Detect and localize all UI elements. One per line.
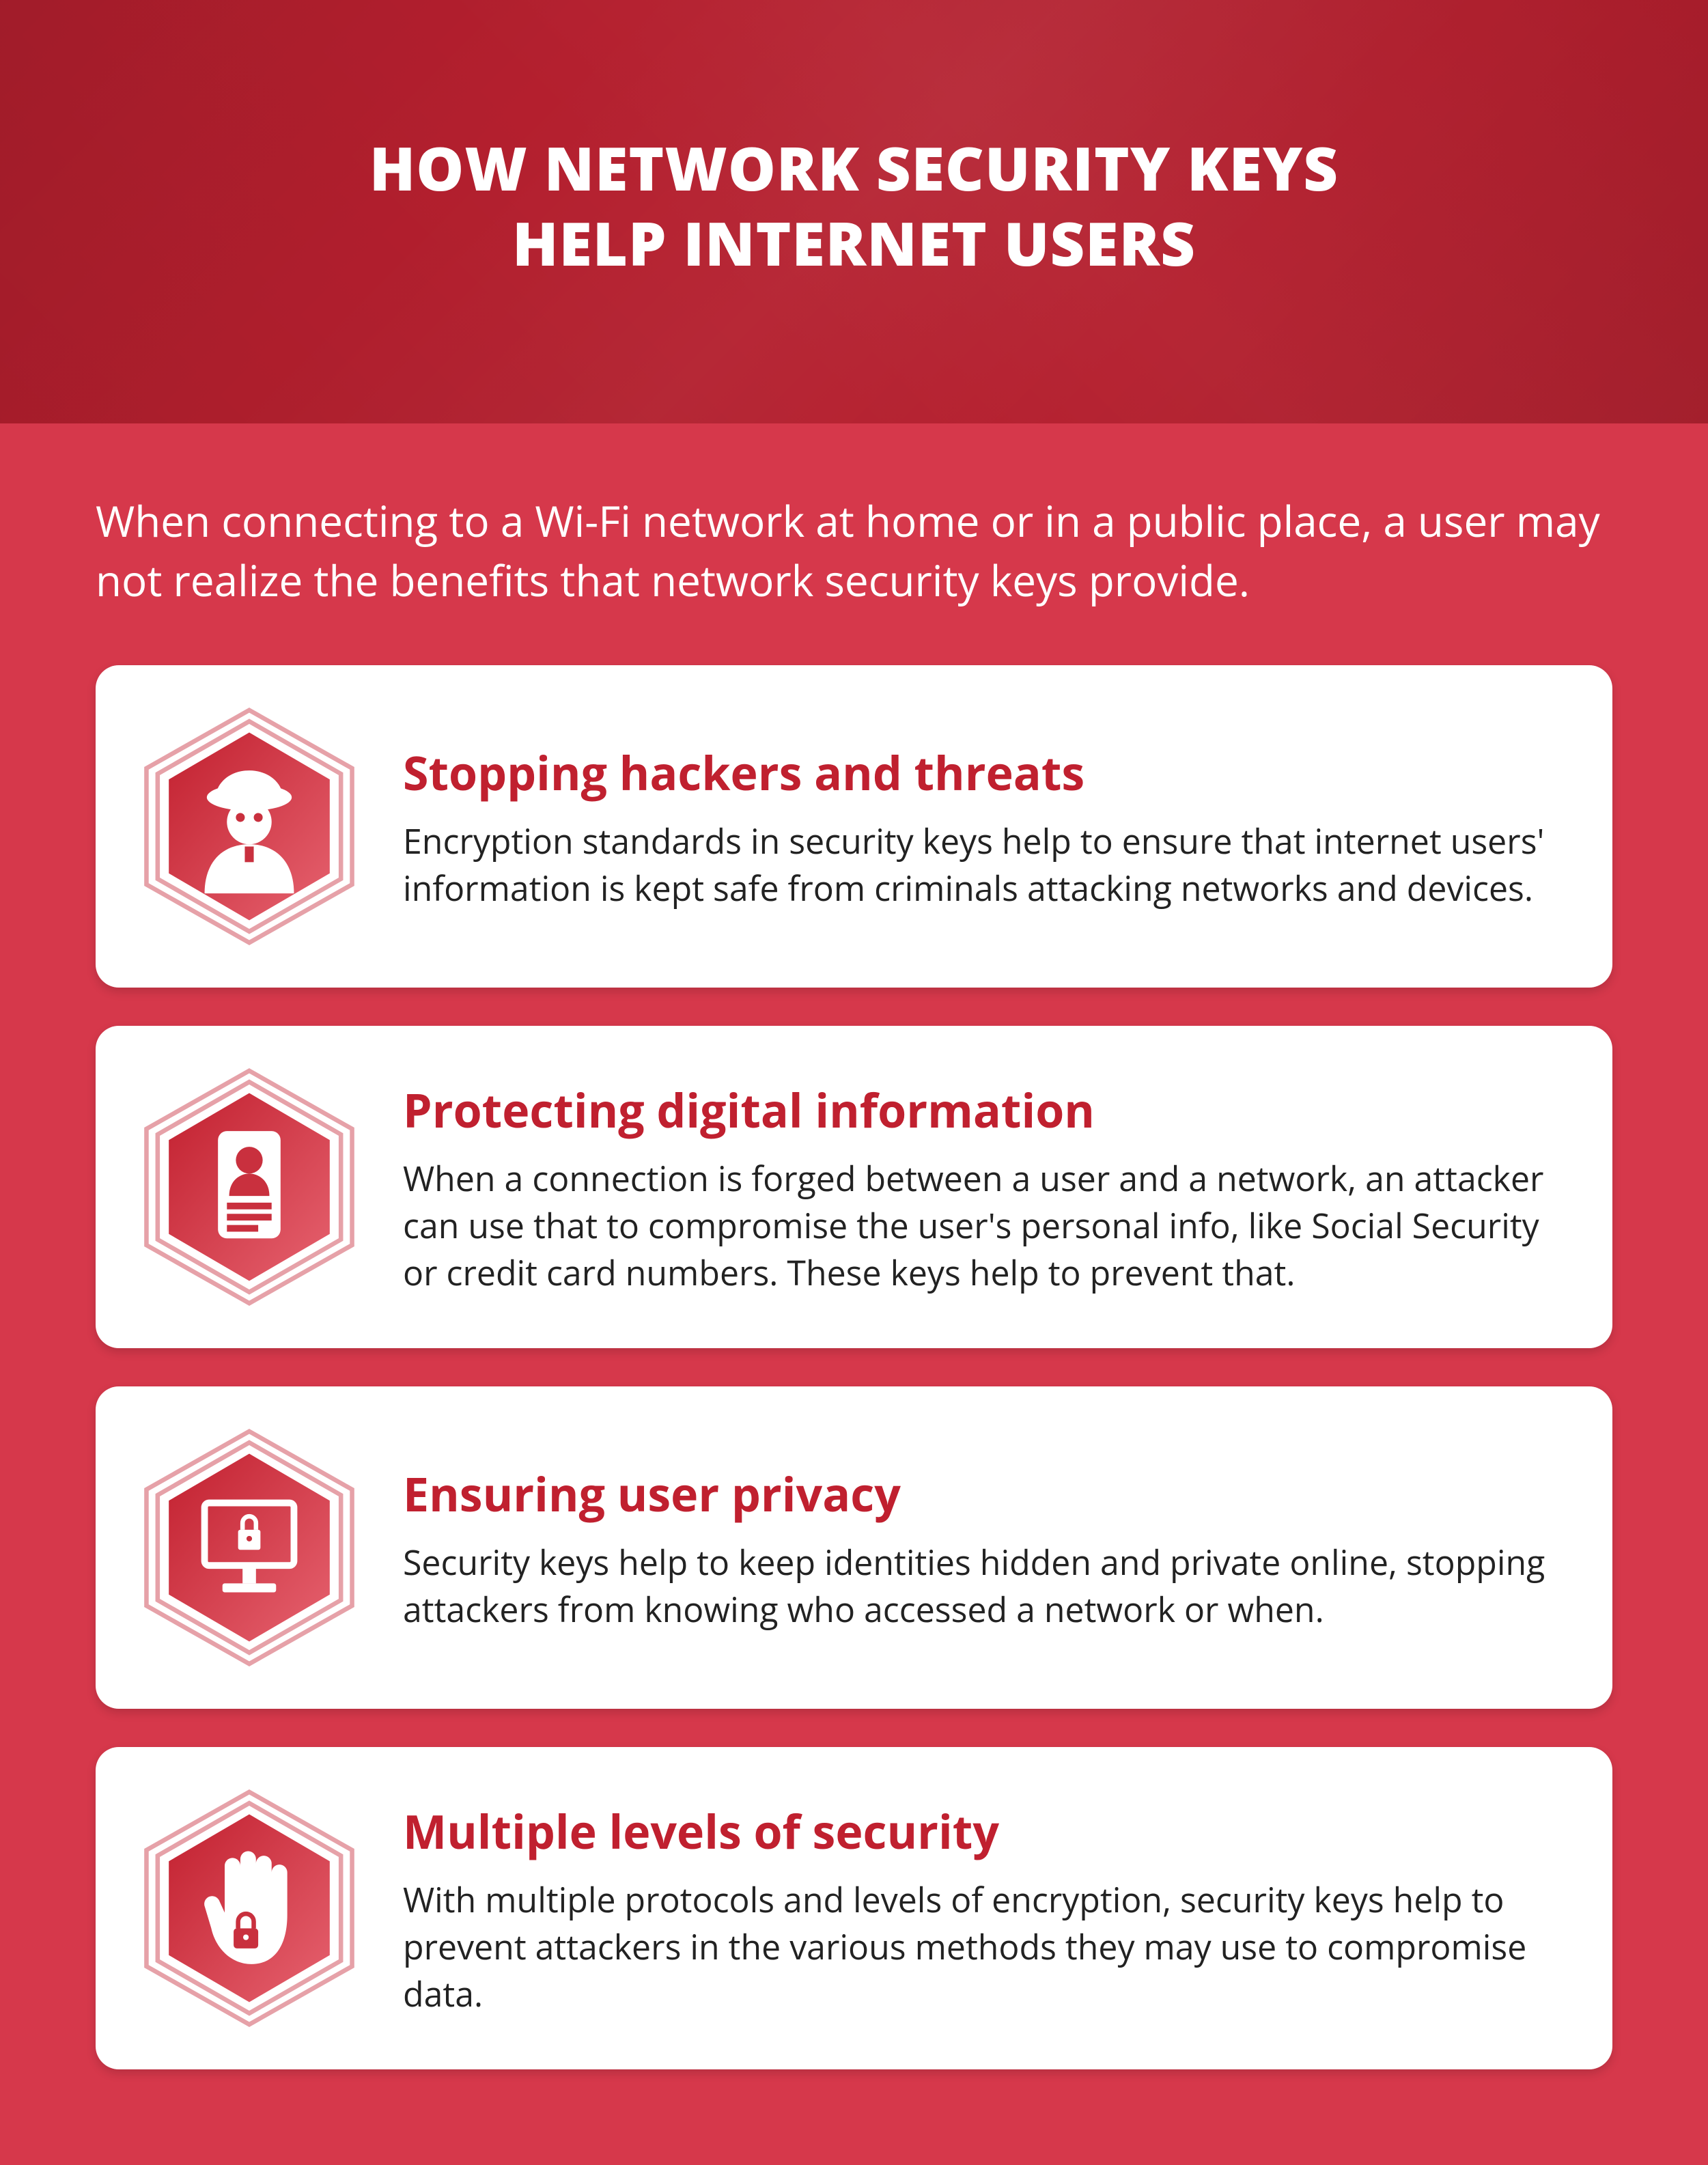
hand-lock-icon	[137, 1785, 362, 2031]
card-title: Protecting digital information	[403, 1078, 1565, 1141]
title-line-1: HOW NETWORK SECURITY KEYS	[369, 126, 1339, 208]
card-text: When a connection is forged between a us…	[403, 1155, 1565, 1296]
card-body: Multiple levels of security With multipl…	[403, 1799, 1565, 2017]
intro-section: When connecting to a Wi-Fi network at ho…	[0, 423, 1708, 665]
id-card-icon	[137, 1064, 362, 1310]
card-text: With multiple protocols and levels of en…	[403, 1876, 1565, 2017]
card-title: Stopping hackers and threats	[403, 740, 1565, 804]
card-body: Protecting digital information When a co…	[403, 1078, 1565, 1296]
card-list: Stopping hackers and threats Encryption …	[0, 665, 1708, 2165]
title-line-2: HELP INTERNET USERS	[512, 201, 1196, 283]
page-title: HOW NETWORK SECURITY KEYS HELP INTERNET …	[68, 130, 1640, 280]
hacker-icon	[137, 703, 362, 949]
card-text: Security keys help to keep identities hi…	[403, 1539, 1565, 1633]
card-title: Multiple levels of security	[403, 1799, 1565, 1862]
card-body: Stopping hackers and threats Encryption …	[403, 740, 1565, 912]
intro-text: When connecting to a Wi-Fi network at ho…	[96, 492, 1612, 611]
card-body: Ensuring user privacy Security keys help…	[403, 1462, 1565, 1633]
card-stopping-hackers: Stopping hackers and threats Encryption …	[96, 665, 1612, 988]
card-protecting-info: Protecting digital information When a co…	[96, 1026, 1612, 1348]
card-title: Ensuring user privacy	[403, 1462, 1565, 1525]
monitor-lock-icon	[137, 1425, 362, 1671]
card-text: Encryption standards in security keys he…	[403, 818, 1565, 912]
card-multiple-levels: Multiple levels of security With multipl…	[96, 1747, 1612, 2069]
header: HOW NETWORK SECURITY KEYS HELP INTERNET …	[0, 0, 1708, 423]
card-user-privacy: Ensuring user privacy Security keys help…	[96, 1386, 1612, 1709]
